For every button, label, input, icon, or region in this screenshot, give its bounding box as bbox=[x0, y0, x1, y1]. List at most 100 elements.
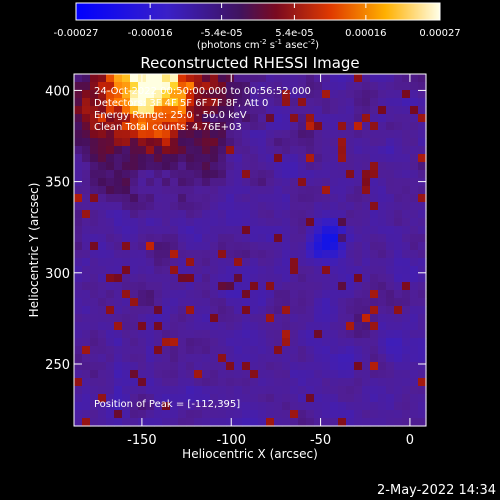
heatmap-cell bbox=[178, 418, 187, 427]
heatmap-cell bbox=[338, 210, 347, 219]
heatmap-cell bbox=[146, 282, 155, 291]
heatmap-cell bbox=[354, 418, 363, 427]
heatmap-cell bbox=[234, 338, 243, 347]
heatmap-cell bbox=[370, 338, 379, 347]
heatmap-cell bbox=[266, 234, 275, 243]
heatmap-cell bbox=[314, 218, 323, 227]
heatmap-cell bbox=[154, 322, 163, 331]
heatmap-cell bbox=[162, 226, 171, 235]
heatmap-cell bbox=[298, 154, 307, 163]
heatmap-cell bbox=[130, 290, 139, 299]
heatmap-cell bbox=[74, 322, 83, 331]
heatmap-cell bbox=[354, 282, 363, 291]
heatmap-cell bbox=[98, 130, 107, 139]
heatmap-cell bbox=[362, 250, 371, 259]
heatmap-cell bbox=[234, 154, 243, 163]
heatmap-cell bbox=[386, 154, 395, 163]
heatmap-cell bbox=[394, 82, 403, 91]
heatmap-cell bbox=[322, 402, 331, 411]
heatmap-cell bbox=[314, 354, 323, 363]
heatmap-cell bbox=[138, 90, 147, 99]
heatmap-cell bbox=[234, 90, 243, 99]
heatmap-cell bbox=[274, 82, 283, 91]
heatmap-cell bbox=[234, 114, 243, 123]
heatmap-cell bbox=[402, 386, 411, 395]
heatmap-cell bbox=[234, 378, 243, 387]
heatmap-cell bbox=[146, 210, 155, 219]
heatmap-cell bbox=[74, 274, 83, 283]
heatmap-cell bbox=[234, 106, 243, 115]
heatmap-cell bbox=[234, 178, 243, 187]
heatmap-cell bbox=[234, 234, 243, 243]
heatmap-cell bbox=[146, 138, 155, 147]
x-tick-label: 0 bbox=[406, 433, 414, 448]
heatmap-cell bbox=[386, 114, 395, 123]
heatmap-cell bbox=[418, 314, 427, 323]
heatmap-cell bbox=[114, 178, 123, 187]
heatmap-cell bbox=[306, 90, 315, 99]
heatmap-cell bbox=[154, 170, 163, 179]
heatmap-cell bbox=[178, 138, 187, 147]
heatmap-cell bbox=[234, 98, 243, 107]
heatmap-cell bbox=[370, 418, 379, 427]
heatmap-cell bbox=[258, 298, 267, 307]
heatmap-cell bbox=[146, 186, 155, 195]
heatmap-cell bbox=[354, 122, 363, 131]
heatmap-cell bbox=[314, 386, 323, 395]
heatmap-cell bbox=[354, 106, 363, 115]
heatmap-cell bbox=[250, 354, 259, 363]
heatmap-cell bbox=[154, 250, 163, 259]
heatmap-cell bbox=[138, 266, 147, 275]
heatmap-cell bbox=[394, 378, 403, 387]
heatmap-cell bbox=[394, 154, 403, 163]
heatmap-cell bbox=[154, 314, 163, 323]
heatmap-cell bbox=[130, 122, 139, 131]
heatmap-cell bbox=[138, 186, 147, 195]
heatmap-cell bbox=[362, 194, 371, 203]
heatmap-cell bbox=[298, 234, 307, 243]
heatmap-cell bbox=[418, 146, 427, 155]
heatmap-cell bbox=[322, 274, 331, 283]
heatmap-cell bbox=[298, 346, 307, 355]
heatmap-cell bbox=[226, 82, 235, 91]
heatmap-cell bbox=[346, 338, 355, 347]
heatmap-cell bbox=[266, 306, 275, 315]
heatmap-cell bbox=[138, 242, 147, 251]
heatmap-cell bbox=[322, 106, 331, 115]
heatmap-cell bbox=[114, 98, 123, 107]
heatmap-cell bbox=[330, 354, 339, 363]
heatmap-cell bbox=[162, 378, 171, 387]
heatmap-cell bbox=[250, 378, 259, 387]
heatmap-cell bbox=[218, 186, 227, 195]
heatmap-cell bbox=[290, 274, 299, 283]
heatmap-cell bbox=[378, 138, 387, 147]
heatmap-cell bbox=[410, 386, 419, 395]
heatmap-cell bbox=[410, 346, 419, 355]
heatmap-cell bbox=[74, 122, 83, 131]
heatmap-cell bbox=[106, 418, 115, 427]
heatmap-cell bbox=[298, 202, 307, 211]
heatmap-cell bbox=[170, 186, 179, 195]
heatmap-cell bbox=[354, 370, 363, 379]
heatmap-cell bbox=[98, 322, 107, 331]
heatmap-cell bbox=[106, 106, 115, 115]
heatmap-cell bbox=[386, 258, 395, 267]
heatmap-cell bbox=[106, 186, 115, 195]
heatmap-cell bbox=[330, 82, 339, 91]
heatmap-cell bbox=[362, 114, 371, 123]
heatmap-cell bbox=[274, 242, 283, 251]
heatmap-cell bbox=[74, 418, 83, 427]
heatmap-cell bbox=[362, 266, 371, 275]
heatmap-cell bbox=[194, 226, 203, 235]
heatmap-cell bbox=[218, 138, 227, 147]
heatmap-cell bbox=[234, 346, 243, 355]
heatmap-cell bbox=[266, 386, 275, 395]
heatmap-cell bbox=[106, 362, 115, 371]
heatmap-cell bbox=[186, 170, 195, 179]
heatmap-cell bbox=[330, 106, 339, 115]
heatmap-cell bbox=[298, 90, 307, 99]
heatmap-cell bbox=[138, 138, 147, 147]
heatmap-cell bbox=[274, 290, 283, 299]
heatmap-cell bbox=[218, 178, 227, 187]
heatmap-cell bbox=[138, 282, 147, 291]
